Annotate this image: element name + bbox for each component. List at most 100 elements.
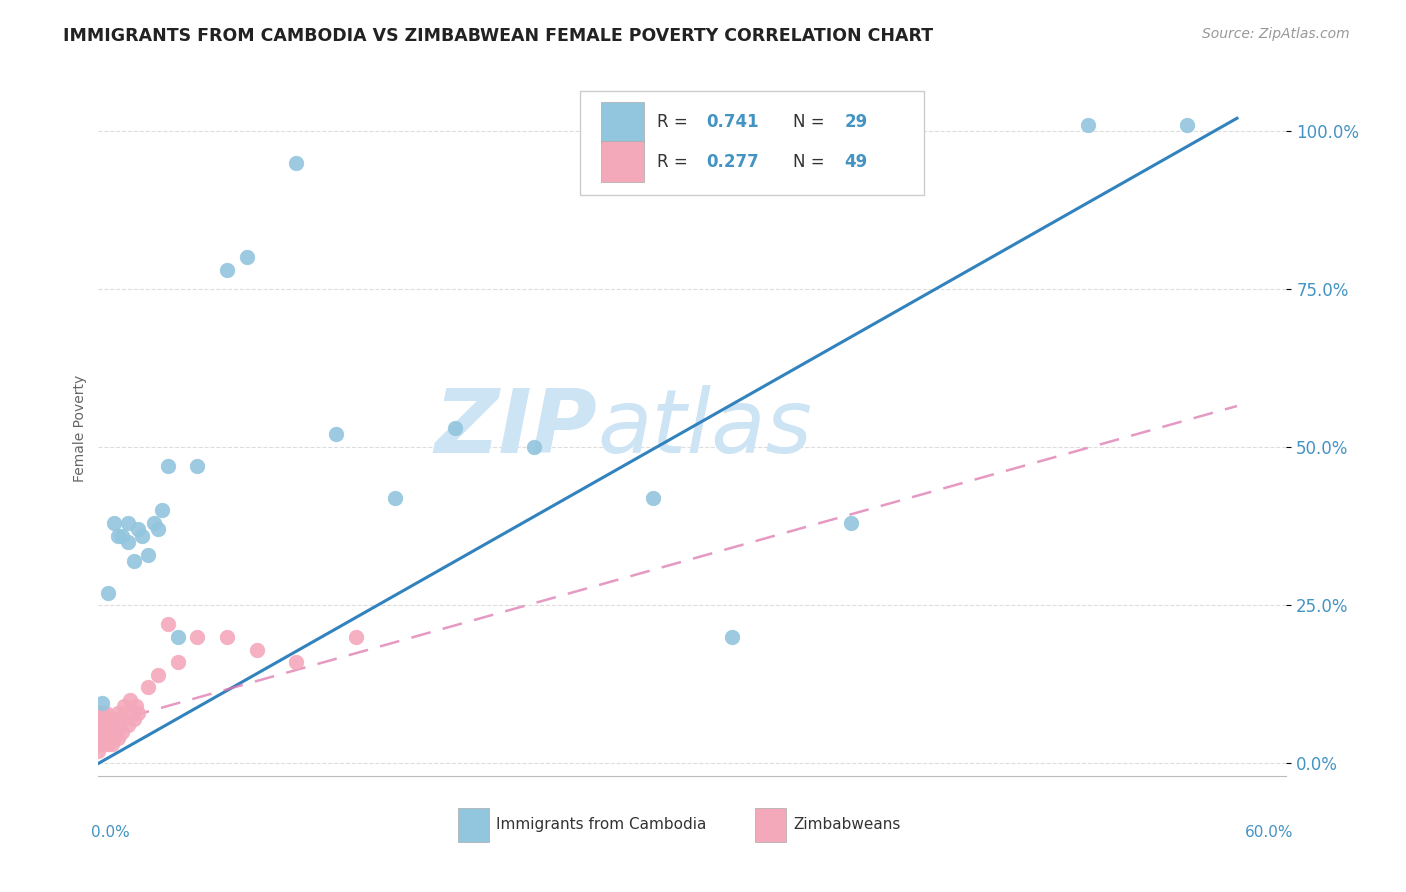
Point (98, 731, 121, 745)
Point (444, 421, 467, 435)
Text: Zimbabweans: Zimbabweans (793, 817, 901, 832)
Point (111, 724, 134, 739)
Point (97, 738, 120, 752)
Point (1177, 118, 1199, 132)
Point (97, 585, 120, 599)
Point (93, 724, 115, 739)
Point (166, 655, 188, 669)
FancyBboxPatch shape (755, 807, 786, 842)
Point (166, 630, 188, 644)
Point (142, 516, 165, 530)
Point (117, 535, 139, 549)
Point (117, 516, 139, 530)
Point (523, 440, 546, 454)
Point (150, 503, 173, 517)
Point (96, 731, 118, 745)
FancyBboxPatch shape (600, 141, 644, 182)
Point (122, 712, 145, 726)
Y-axis label: Female Poverty: Female Poverty (73, 375, 87, 482)
Point (93, 738, 115, 752)
Point (91, 731, 114, 745)
Text: R =: R = (657, 153, 693, 170)
Text: N =: N = (793, 113, 831, 131)
Point (89, 712, 111, 726)
Point (98, 718, 121, 732)
Point (107, 731, 129, 745)
Point (89, 724, 111, 739)
Point (236, 251, 259, 265)
FancyBboxPatch shape (458, 807, 489, 842)
Text: atlas: atlas (598, 385, 813, 471)
Point (285, 155, 308, 169)
Point (117, 718, 139, 732)
Point (87, 731, 110, 745)
Point (146, 522, 169, 536)
Text: IMMIGRANTS FROM CAMBODIA VS ZIMBABWEAN FEMALE POVERTY CORRELATION CHART: IMMIGRANTS FROM CAMBODIA VS ZIMBABWEAN F… (63, 27, 934, 45)
Point (146, 668, 169, 682)
Point (111, 529, 134, 543)
Point (91, 696, 114, 710)
Text: 0.277: 0.277 (707, 153, 759, 170)
Point (107, 706, 129, 720)
Point (1077, 118, 1099, 132)
Point (101, 738, 124, 752)
Point (103, 718, 125, 732)
Point (107, 529, 129, 543)
Point (105, 712, 128, 726)
Point (93, 712, 115, 726)
Point (125, 699, 148, 714)
Point (217, 263, 239, 277)
Point (217, 630, 239, 644)
Point (87, 718, 110, 732)
Point (122, 554, 145, 568)
Point (96, 706, 118, 720)
Point (186, 459, 208, 474)
Point (641, 491, 664, 505)
Point (285, 655, 308, 669)
Point (91, 718, 114, 732)
Text: 29: 29 (845, 113, 868, 131)
Point (120, 693, 142, 707)
Text: 60.0%: 60.0% (1246, 825, 1294, 840)
Text: N =: N = (793, 153, 831, 170)
Point (839, 516, 862, 530)
Text: 0.741: 0.741 (707, 113, 759, 131)
Text: 0.0%: 0.0% (91, 825, 131, 840)
Point (117, 706, 139, 720)
Point (97, 712, 120, 726)
Point (344, 630, 367, 644)
Point (101, 724, 124, 739)
Point (156, 617, 179, 632)
Point (127, 706, 149, 720)
Point (131, 529, 153, 543)
Point (105, 724, 128, 739)
Text: ZIP: ZIP (434, 384, 598, 472)
Point (87, 706, 110, 720)
Point (101, 712, 124, 726)
Text: Source: ZipAtlas.com: Source: ZipAtlas.com (1202, 27, 1350, 41)
Point (107, 718, 129, 732)
Point (87, 744, 110, 758)
Point (325, 427, 347, 442)
Text: Immigrants from Cambodia: Immigrants from Cambodia (496, 817, 707, 832)
Point (96, 718, 118, 732)
Point (127, 522, 149, 536)
Point (112, 699, 135, 714)
FancyBboxPatch shape (579, 91, 924, 195)
Point (97, 724, 120, 739)
Point (186, 630, 208, 644)
Point (111, 712, 134, 726)
Text: R =: R = (657, 113, 693, 131)
Point (246, 642, 269, 657)
Point (721, 630, 744, 644)
Point (136, 681, 159, 695)
Point (136, 548, 159, 562)
Point (103, 516, 125, 530)
Point (156, 459, 179, 474)
Point (384, 491, 406, 505)
Text: 49: 49 (845, 153, 868, 170)
FancyBboxPatch shape (600, 102, 644, 143)
Point (103, 731, 125, 745)
Point (91, 706, 114, 720)
Point (89, 738, 111, 752)
